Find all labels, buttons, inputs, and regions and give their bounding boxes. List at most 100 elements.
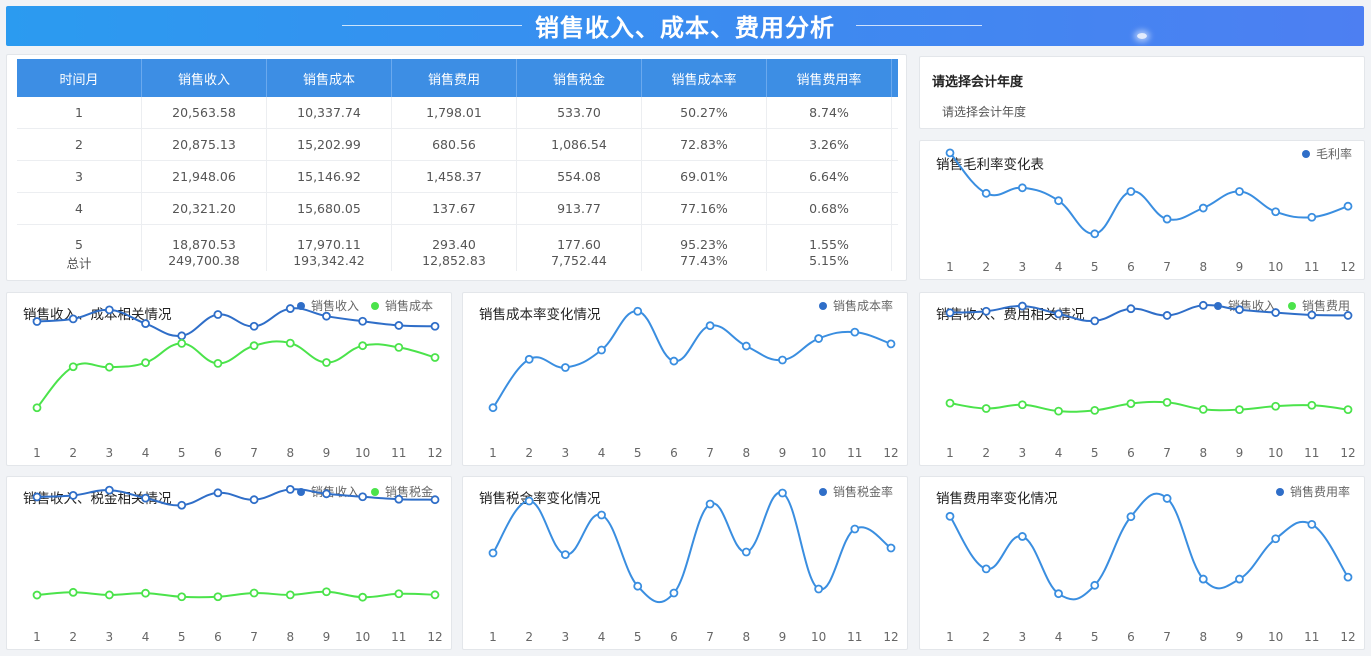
data-point[interactable]	[68, 362, 78, 372]
data-point[interactable]	[945, 511, 955, 521]
data-point[interactable]	[213, 358, 223, 368]
data-point[interactable]	[394, 321, 404, 330]
legend-item[interactable]: 销售费用	[1287, 299, 1350, 313]
data-point[interactable]	[945, 308, 955, 318]
data-point[interactable]	[1307, 310, 1317, 320]
data-point[interactable]	[1198, 203, 1208, 213]
data-point[interactable]	[1307, 212, 1317, 222]
data-point[interactable]	[886, 339, 896, 349]
data-point[interactable]	[1235, 187, 1244, 196]
data-point[interactable]	[1198, 574, 1208, 584]
legend-item[interactable]: 销售成本	[370, 299, 433, 313]
data-point[interactable]	[1271, 207, 1281, 217]
data-point[interactable]	[249, 341, 259, 351]
data-point[interactable]	[141, 493, 150, 503]
data-point[interactable]	[886, 543, 896, 553]
data-point[interactable]	[285, 590, 295, 600]
data-point[interactable]	[1017, 532, 1027, 541]
data-point[interactable]	[1235, 305, 1244, 315]
data-point[interactable]	[597, 345, 606, 355]
data-point[interactable]	[177, 500, 187, 510]
legend-item[interactable]: 销售税金率	[818, 485, 893, 499]
data-point[interactable]	[68, 491, 78, 500]
data-point[interactable]	[560, 550, 570, 559]
data-point[interactable]	[778, 488, 787, 498]
legend-item[interactable]: 毛利率	[1301, 147, 1352, 161]
data-point[interactable]	[141, 588, 150, 598]
data-point[interactable]	[633, 581, 643, 591]
data-point[interactable]	[32, 403, 42, 413]
data-point[interactable]	[249, 588, 259, 598]
data-point[interactable]	[1198, 300, 1208, 310]
data-point[interactable]	[1307, 400, 1317, 410]
data-point[interactable]	[1126, 512, 1136, 522]
data-point[interactable]	[177, 592, 187, 602]
data-point[interactable]	[1090, 229, 1100, 239]
data-point[interactable]	[358, 492, 368, 502]
year-select-input[interactable]: 请选择会计年度	[942, 105, 1027, 119]
data-point[interactable]	[32, 317, 42, 326]
legend-item[interactable]: 销售成本率	[818, 299, 893, 313]
data-point[interactable]	[524, 496, 534, 506]
data-point[interactable]	[1343, 311, 1353, 320]
data-point[interactable]	[1198, 404, 1208, 414]
data-point[interactable]	[597, 510, 606, 520]
data-point[interactable]	[1235, 405, 1244, 415]
data-point[interactable]	[394, 589, 404, 599]
data-point[interactable]	[633, 306, 643, 316]
data-point[interactable]	[669, 588, 679, 598]
data-point[interactable]	[981, 404, 991, 413]
data-point[interactable]	[1271, 534, 1281, 544]
data-point[interactable]	[778, 355, 787, 365]
data-point[interactable]	[285, 485, 295, 494]
data-point[interactable]	[68, 587, 78, 597]
data-point[interactable]	[1126, 399, 1136, 408]
data-point[interactable]	[981, 564, 991, 574]
data-table-scroll[interactable]: 时间月销售收入销售成本销售费用销售税金销售成本率销售费用率销售 120,563.…	[17, 59, 898, 271]
data-point[interactable]	[488, 548, 498, 558]
data-point[interactable]	[358, 341, 368, 351]
data-point[interactable]	[1162, 494, 1172, 503]
data-point[interactable]	[1343, 405, 1353, 415]
data-point[interactable]	[141, 319, 150, 328]
data-point[interactable]	[1054, 196, 1063, 206]
data-point[interactable]	[1017, 400, 1027, 410]
data-point[interactable]	[1343, 201, 1353, 211]
legend-item[interactable]: 销售费用率	[1275, 485, 1350, 499]
data-point[interactable]	[1090, 580, 1100, 590]
data-point[interactable]	[213, 488, 223, 498]
data-point[interactable]	[1271, 401, 1281, 411]
data-point[interactable]	[1271, 308, 1281, 317]
data-point[interactable]	[669, 356, 679, 366]
data-point[interactable]	[945, 148, 955, 158]
data-point[interactable]	[249, 495, 259, 505]
data-point[interactable]	[705, 499, 715, 509]
data-point[interactable]	[1054, 589, 1063, 599]
data-point[interactable]	[322, 489, 331, 499]
data-point[interactable]	[1343, 572, 1353, 582]
data-point[interactable]	[1162, 214, 1172, 224]
data-point[interactable]	[285, 338, 295, 348]
data-point[interactable]	[981, 306, 991, 316]
data-point[interactable]	[741, 341, 751, 351]
data-point[interactable]	[32, 590, 42, 600]
data-point[interactable]	[814, 584, 824, 594]
data-point[interactable]	[705, 321, 715, 331]
data-point[interactable]	[394, 342, 404, 352]
data-point[interactable]	[141, 358, 150, 368]
data-point[interactable]	[68, 314, 78, 324]
data-point[interactable]	[104, 305, 114, 315]
data-point[interactable]	[850, 524, 860, 534]
data-point[interactable]	[741, 547, 751, 557]
data-point[interactable]	[177, 338, 187, 348]
data-point[interactable]	[213, 592, 223, 602]
data-point[interactable]	[430, 495, 440, 505]
data-point[interactable]	[104, 590, 114, 600]
data-point[interactable]	[32, 492, 42, 502]
data-point[interactable]	[524, 354, 534, 364]
data-point[interactable]	[981, 188, 991, 198]
data-point[interactable]	[322, 358, 331, 367]
data-point[interactable]	[249, 321, 259, 331]
data-point[interactable]	[1235, 574, 1244, 584]
data-point[interactable]	[1126, 304, 1136, 314]
